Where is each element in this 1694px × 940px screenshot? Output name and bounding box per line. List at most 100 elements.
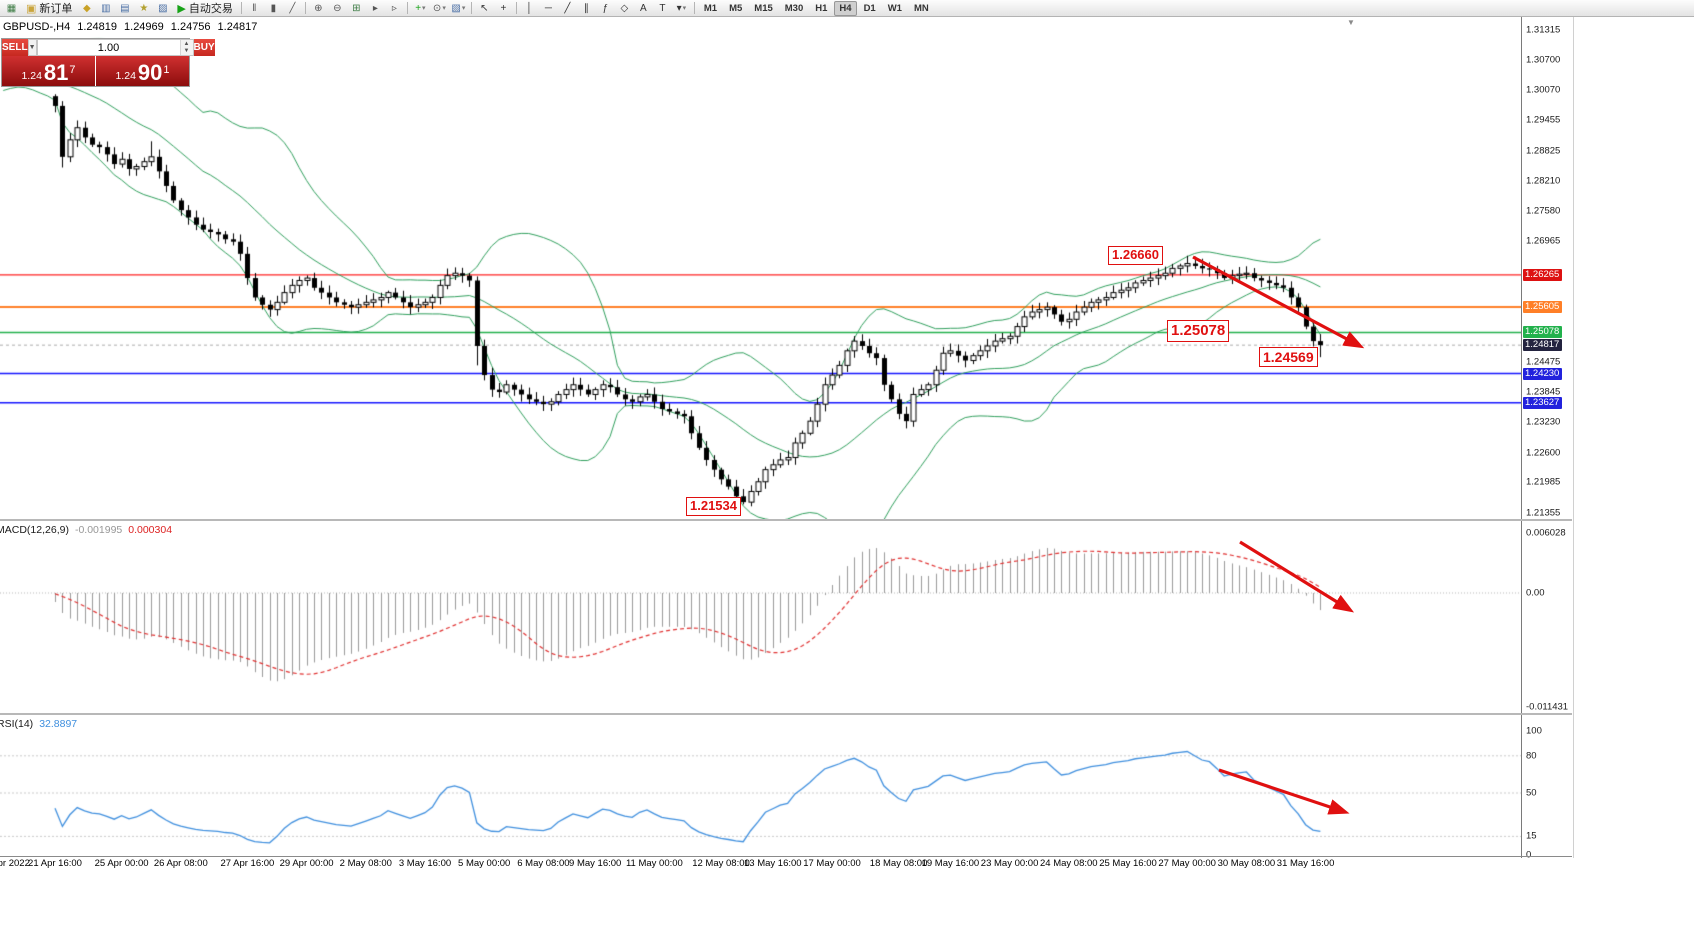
price-axis[interactable]: 1.31315 1.30700 1.30070 1.29455 1.28825 1.282… (1521, 17, 1574, 861)
indicators-icon[interactable]: + ▾ (412, 1, 429, 16)
price-tick: 1.22600 (1526, 447, 1561, 459)
text-label-icon-glyph: T (659, 2, 666, 14)
chart-shift-icon-glyph: ▹ (391, 2, 397, 14)
toolbar-separator (304, 2, 306, 14)
fibonacci-icon[interactable]: ƒ (597, 1, 614, 16)
equidistant-channel-icon[interactable]: ∥ (578, 1, 595, 16)
navigator-icon[interactable]: ★ (135, 1, 152, 16)
price-chart-canvas[interactable] (0, 20, 1521, 519)
timeframe-m15[interactable]: M15 (754, 2, 773, 14)
time-axis-label: 18 May 08:00 (869, 858, 928, 869)
volume-input[interactable] (37, 40, 180, 55)
bar-open: 1.24819 (77, 21, 118, 33)
timeframe-mn[interactable]: MN (913, 2, 929, 14)
price-tick: 1.21985 (1526, 476, 1561, 488)
zoom-in-icon[interactable]: ⊕ (310, 1, 327, 16)
navigator-icon-glyph: ★ (139, 2, 149, 14)
price-tick: 1.30700 (1526, 54, 1561, 66)
chevron-down-icon: ▾ (461, 5, 466, 12)
volume-increase-button[interactable]: ▲ (180, 40, 193, 48)
price-tag: 1.25605 (1523, 300, 1563, 313)
horizontal-line-icon[interactable]: ─ (540, 1, 557, 16)
buy-button[interactable]: BUY (193, 39, 215, 56)
periods-icon[interactable]: ⊙ ▾ (431, 1, 448, 16)
price-callout-low[interactable]: 1.24569 (1259, 347, 1318, 368)
profiles-icon[interactable]: ◆ (78, 1, 95, 16)
timeframe-w1[interactable]: W1 (887, 2, 902, 14)
periods-icon-glyph: ⊙ (432, 2, 442, 14)
time-axis-label: 9 May 16:00 (569, 858, 622, 869)
time-axis-label: 12 May 08:00 (692, 858, 750, 869)
chart-shift-marker[interactable]: ▼ (1347, 18, 1355, 27)
candlestick-chart-icon[interactable]: ▮ (265, 1, 282, 16)
zoom-out-icon[interactable]: ⊖ (329, 1, 346, 16)
timeframe-m30[interactable]: M30 (784, 2, 804, 14)
macd-pane-canvas[interactable] (0, 522, 1521, 713)
equidistant-channel-icon-glyph: ∥ (583, 2, 589, 14)
timeframe-m5[interactable]: M5 (729, 2, 743, 14)
data-window-icon[interactable]: ▤ (116, 1, 133, 16)
tile-windows-icon-glyph: ⊞ (352, 2, 361, 14)
time-axis-label: 23 May 00:00 (980, 858, 1039, 869)
price-tag: 1.26265 (1523, 268, 1563, 281)
text-label-icon[interactable]: T (654, 1, 671, 16)
trendline-icon[interactable]: ╱ (559, 1, 576, 16)
volume-decrease-button[interactable]: ▼ (180, 47, 193, 55)
volume-box: ▲ ▼ (36, 39, 194, 56)
rsi-name: RSI(14) (0, 718, 34, 730)
order-type-dropdown[interactable]: ▼ (27, 39, 37, 56)
time-axis-label: 27 May 00:00 (1158, 858, 1216, 869)
crosshair-icon[interactable]: + (495, 1, 512, 16)
auto-scroll-icon[interactable]: ▸ (367, 1, 384, 16)
timeframe-m1[interactable]: M1 (703, 2, 718, 14)
price-tick: 1.26965 (1526, 235, 1561, 247)
auto-scroll-icon-glyph: ▸ (372, 2, 378, 14)
cursor-icon[interactable]: ↖ (476, 1, 493, 16)
sell-button[interactable]: SELL (2, 39, 28, 56)
market-watch-icon-glyph: ▥ (101, 2, 111, 14)
terminal-icon[interactable]: ▨ (154, 1, 171, 16)
vertical-line-icon[interactable]: │ (521, 1, 538, 16)
indicators-icon-glyph: + (415, 2, 422, 14)
tile-windows-icon[interactable]: ⊞ (348, 1, 365, 16)
time-axis-label: 3 May 16:00 (398, 858, 452, 869)
bar-chart-icon[interactable]: ‖ (246, 1, 263, 16)
rsi-pane-canvas[interactable] (0, 716, 1521, 856)
timeframe-h1[interactable]: H1 (815, 2, 828, 14)
timeframe-h4[interactable]: H4 (834, 0, 857, 16)
new-order-button[interactable]: ▣ 新订单 (21, 1, 77, 16)
new-order-glyph: ▣ (26, 2, 37, 15)
price-callout-level[interactable]: 1.25078 (1167, 320, 1230, 342)
rsi-value: 32.8897 (39, 718, 78, 730)
time-axis-label: 6 May 08:00 (517, 858, 570, 869)
price-callout-bottom[interactable]: 1.21534 (686, 497, 741, 516)
symbol-name: GBPUSD-,H4 (3, 21, 71, 33)
macd-pane-splitter[interactable] (0, 519, 1572, 521)
arrow-tools-icon[interactable]: ▾ ▾ (673, 1, 690, 16)
price-tick: 1.30070 (1526, 84, 1561, 96)
timeframe-d1[interactable]: D1 (863, 2, 876, 14)
time-axis-label: 29 Apr 00:00 (279, 858, 334, 869)
sell-price-button[interactable]: 1.24 81 7 (2, 56, 95, 86)
market-watch-icon[interactable]: ▥ (97, 1, 114, 16)
price-callout-high[interactable]: 1.26660 (1108, 246, 1163, 265)
crosshair-icon-glyph: + (500, 2, 507, 14)
chevron-down-icon: ▾ (422, 5, 426, 12)
autotrading-button[interactable]: ▶ 自动交易 (172, 1, 237, 16)
rsi-label: RSI(14) 32.8897 (0, 718, 77, 730)
text-icon[interactable]: A (635, 1, 652, 16)
templates-icon[interactable]: ▧ ▾ (450, 1, 467, 16)
rsi-pane-splitter[interactable] (0, 713, 1572, 715)
price-tick: 1.21355 (1526, 507, 1561, 519)
shapes-icon[interactable]: ◇ (616, 1, 633, 16)
macd-name: MACD(12,26,9) (0, 524, 69, 536)
new-chart-icon[interactable]: ▦ (3, 1, 20, 16)
line-chart-icon[interactable]: ╱ (284, 1, 301, 16)
buy-price-button[interactable]: 1.24 90 1 (96, 56, 189, 86)
ask-price-big: 90 (137, 60, 163, 85)
chart-shift-icon[interactable]: ▹ (386, 1, 403, 16)
macd-tick: -0.011431 (1526, 701, 1569, 713)
bid-price-big: 81 (43, 60, 69, 85)
